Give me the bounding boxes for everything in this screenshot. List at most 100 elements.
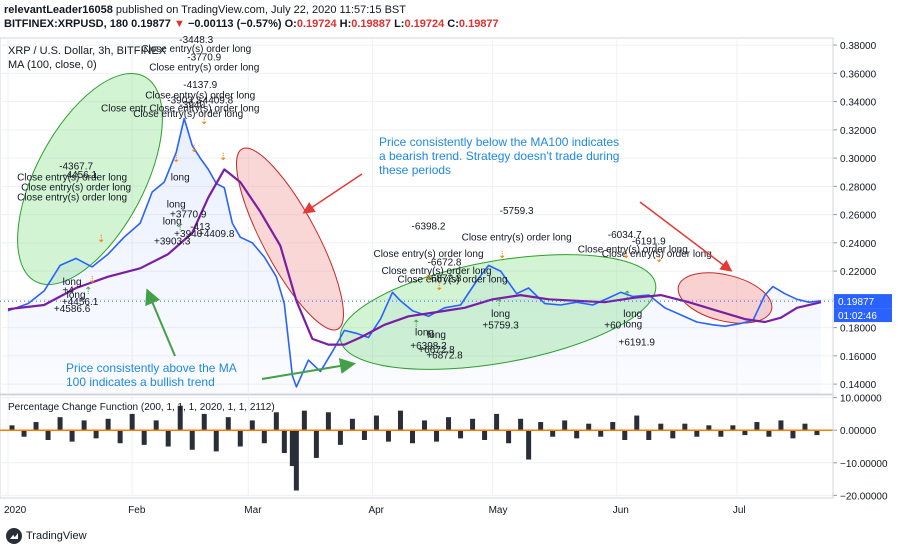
osc-bar <box>237 430 243 447</box>
osc-tick-label: −20.00000 <box>840 491 888 502</box>
trade-label: Close entry(s) order long <box>133 109 243 120</box>
trade-label: +3770.9 <box>170 209 207 220</box>
osc-bar <box>694 430 700 437</box>
entry-marker-icon: ⇡ <box>623 290 631 301</box>
high-label: H: <box>339 18 352 30</box>
trade-label: long <box>427 330 446 341</box>
symbol-line: BITFINEX:XRPUSD, 180 0.19877 ▼ −0.00113 … <box>4 18 499 30</box>
trade-label: Close entry(s) order long <box>21 183 131 194</box>
oscillator-pane[interactable]: Percentage Change Function (200, 1, 1, 1… <box>0 394 834 499</box>
osc-bar <box>313 430 319 458</box>
countdown-tag-text: 01:02:46 <box>838 311 877 322</box>
publish-line: relevantLeader16058 published on Trading… <box>4 4 406 16</box>
osc-bar <box>117 430 123 444</box>
trade-label: -3903.3 <box>167 96 201 107</box>
time-axis[interactable]: 2020 Feb Mar Apr May Jun Jul <box>4 505 746 516</box>
last-price: 0.19877 <box>131 18 171 30</box>
entry-marker-icon: ⇡ <box>495 298 503 309</box>
osc-pane-border <box>0 394 834 499</box>
osc-bar <box>518 418 524 431</box>
down-arrow-icon: ▼ <box>173 18 185 30</box>
osc-bar <box>201 413 207 431</box>
osc-bar <box>550 430 556 437</box>
entry-marker-icon: ⇡ <box>412 319 420 330</box>
osc-bar <box>706 425 712 431</box>
trade-label: Close entry(s) order long <box>17 173 127 184</box>
trade-label: +6872.8 <box>426 351 463 362</box>
osc-bar <box>397 410 403 431</box>
tradingview-logo-text: TradingView <box>26 530 87 542</box>
entry-marker-icon: ⇡ <box>176 222 184 233</box>
trade-label: -6191.9 <box>632 236 666 247</box>
footer: TradingView <box>0 526 900 550</box>
chart-header: relevantLeader16058 published on Trading… <box>0 0 900 34</box>
price-tick-label: 0.16000 <box>840 352 877 363</box>
bear-annotation-line2: a bearish trend. Strategy doesn't trade … <box>379 149 619 163</box>
trade-label: Close entry(s) order long <box>578 245 688 256</box>
high-value: 0.19887 <box>351 18 392 30</box>
close-label: C: <box>447 18 459 30</box>
ma-indicator-label[interactable]: MA (100, close, 0) <box>8 59 97 71</box>
osc-bar <box>622 430 628 440</box>
osc-title: Percentage Change Function (200, 1, 1, 1… <box>8 402 275 413</box>
osc-bar <box>249 420 255 431</box>
trade-label: -6034.7 <box>608 230 642 241</box>
low-value: 0.19724 <box>404 18 445 30</box>
bear-arrow-2 <box>639 201 733 272</box>
trade-label: Close entr Close entry(s) order long <box>101 103 259 114</box>
low-label: L: <box>394 18 405 30</box>
osc-bar <box>766 430 772 437</box>
osc-bar <box>189 430 195 450</box>
osc-axis[interactable]: 10.00000 0.00000 −10.00000 −20.00000 <box>832 38 888 502</box>
time-tick-label: Mar <box>244 505 262 516</box>
osc-tick-label: 10.00000 <box>840 394 882 405</box>
tradingview-logo[interactable]: TradingView <box>6 528 87 544</box>
trade-label: Close entry(s) order long <box>145 91 255 102</box>
entry-marker-icon: ⇡ <box>84 286 92 297</box>
trade-label: -3770.9 <box>187 53 221 64</box>
osc-bar <box>93 430 99 439</box>
price-axis[interactable]: 0.140000.160000.180000.200000.220000.240… <box>833 41 877 391</box>
osc-bar <box>526 430 532 460</box>
osc-bar <box>301 410 307 431</box>
bearish-zone-ellipse <box>236 147 344 331</box>
osc-bar <box>506 430 512 444</box>
trade-label: -413 <box>190 222 210 233</box>
trade-label: Close entry(s) order long <box>17 192 127 203</box>
time-tick-label: Apr <box>368 505 384 516</box>
close-marker-icon: ⇣ <box>655 254 663 265</box>
osc-bar <box>21 430 27 437</box>
osc-bar <box>586 423 592 431</box>
close-marker-icon: ⇣ <box>200 116 208 127</box>
osc-bar <box>69 430 75 442</box>
price-tags: 0.19877 01:02:46 <box>834 294 892 323</box>
osc-bar <box>225 417 231 431</box>
osc-bar <box>361 430 367 440</box>
osc-bar <box>57 417 63 431</box>
close-marker-icon: ⇣ <box>172 154 180 165</box>
price-tick-label: 0.34000 <box>840 98 877 109</box>
osc-bar <box>261 430 267 444</box>
trade-label: long <box>491 309 510 320</box>
trade-label: +6191.9 <box>619 337 656 348</box>
author-name[interactable]: relevantLeader16058 <box>4 4 113 16</box>
close-marker-icon: ⇣ <box>498 250 506 261</box>
osc-bar <box>45 430 51 440</box>
osc-bar <box>153 420 159 431</box>
osc-bar <box>482 430 488 440</box>
osc-bar <box>538 422 544 431</box>
osc-bar <box>409 430 415 444</box>
osc-bar <box>574 430 580 439</box>
osc-bar <box>754 422 760 431</box>
close-value: 0.19877 <box>458 18 499 30</box>
osc-bar <box>373 415 379 431</box>
open-value: 0.19724 <box>296 18 337 30</box>
osc-bar <box>9 425 15 431</box>
trade-label: Close entry(s) order long <box>149 62 259 73</box>
trade-label: +3940 <box>174 229 203 240</box>
price-tick-label: 0.26000 <box>840 211 877 222</box>
price-area <box>8 118 821 394</box>
